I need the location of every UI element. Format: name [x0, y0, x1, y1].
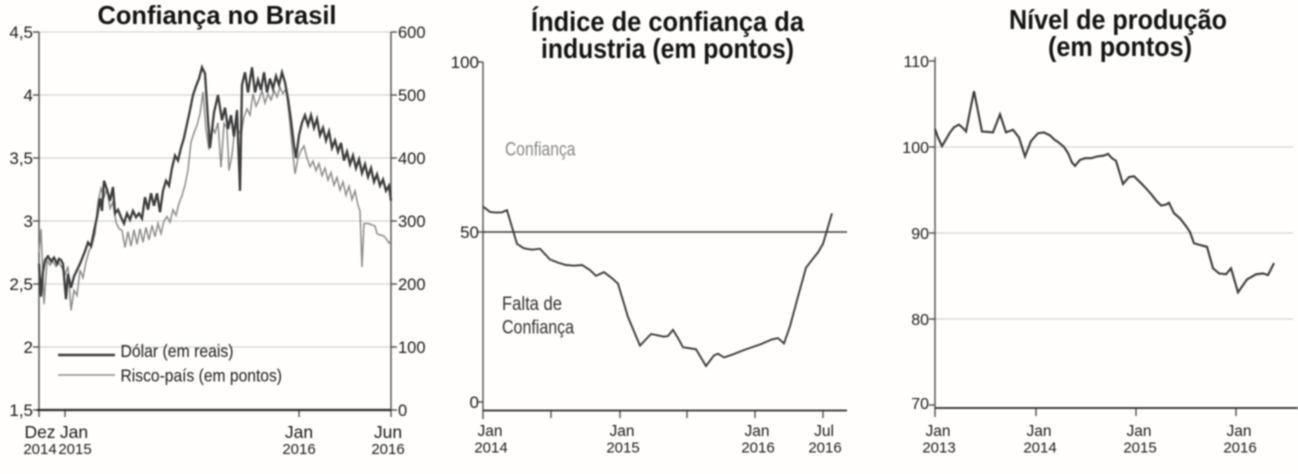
svg-text:2016: 2016 — [371, 441, 404, 458]
svg-text:90: 90 — [911, 226, 929, 243]
svg-text:2016: 2016 — [282, 441, 315, 458]
svg-text:3,5: 3,5 — [9, 149, 33, 168]
svg-text:(em pontos): (em pontos) — [1048, 31, 1192, 62]
svg-text:300: 300 — [398, 213, 426, 231]
svg-text:400: 400 — [398, 150, 426, 168]
svg-text:80: 80 — [911, 312, 929, 329]
svg-text:70: 70 — [911, 396, 929, 413]
svg-text:Nível de produção: Nível de produção — [1009, 4, 1227, 35]
svg-text:2016: 2016 — [808, 440, 841, 457]
svg-text:4,5: 4,5 — [9, 23, 33, 42]
svg-text:Risco-país (em pontos): Risco-país (em pontos) — [121, 366, 283, 386]
svg-text:Jan: Jan — [926, 423, 951, 440]
svg-text:50: 50 — [460, 223, 479, 242]
svg-text:Dólar (em reais): Dólar (em reais) — [121, 341, 234, 361]
svg-text:industria (em pontos): industria (em pontos) — [541, 33, 794, 64]
svg-text:Jul: Jul — [814, 423, 834, 440]
svg-text:100: 100 — [451, 53, 479, 72]
svg-text:0: 0 — [470, 393, 479, 412]
svg-text:Índice de confiança da: Índice de confiança da — [531, 6, 804, 37]
svg-text:Falta de: Falta de — [502, 294, 562, 315]
svg-text:4: 4 — [24, 86, 33, 105]
svg-text:2015: 2015 — [58, 441, 91, 458]
svg-text:0: 0 — [398, 402, 407, 420]
svg-text:Confiança: Confiança — [502, 318, 574, 339]
svg-text:2013: 2013 — [922, 440, 955, 457]
svg-text:2: 2 — [24, 338, 33, 357]
svg-text:100: 100 — [902, 140, 929, 157]
svg-text:Jan: Jan — [285, 422, 313, 442]
svg-text:2015: 2015 — [606, 440, 639, 457]
svg-text:600: 600 — [398, 24, 426, 42]
svg-text:Dez: Dez — [24, 422, 55, 442]
svg-text:2014: 2014 — [1023, 440, 1056, 457]
svg-text:110: 110 — [903, 54, 929, 71]
svg-text:2016: 2016 — [1223, 440, 1256, 457]
svg-text:200: 200 — [398, 276, 426, 294]
svg-text:500: 500 — [398, 87, 426, 105]
svg-text:3: 3 — [24, 212, 33, 231]
svg-text:1,5: 1,5 — [9, 401, 33, 420]
svg-text:100: 100 — [398, 339, 426, 357]
svg-text:2014: 2014 — [23, 441, 56, 458]
svg-text:2014: 2014 — [474, 440, 507, 457]
svg-text:Jan: Jan — [1127, 423, 1152, 440]
svg-text:2015: 2015 — [1123, 440, 1156, 457]
svg-text:Jan: Jan — [745, 423, 770, 440]
svg-text:Jan: Jan — [1227, 423, 1252, 440]
svg-text:Jan: Jan — [610, 423, 635, 440]
svg-text:Jan: Jan — [478, 423, 503, 440]
svg-text:2016: 2016 — [741, 440, 774, 457]
svg-text:2,5: 2,5 — [9, 275, 33, 294]
svg-text:Confiança: Confiança — [505, 140, 576, 161]
svg-text:Confiança no Brasil: Confiança no Brasil — [98, 0, 337, 30]
svg-text:Jan: Jan — [1027, 423, 1052, 440]
svg-text:Jan: Jan — [60, 422, 88, 442]
svg-text:Jun: Jun — [374, 422, 402, 442]
